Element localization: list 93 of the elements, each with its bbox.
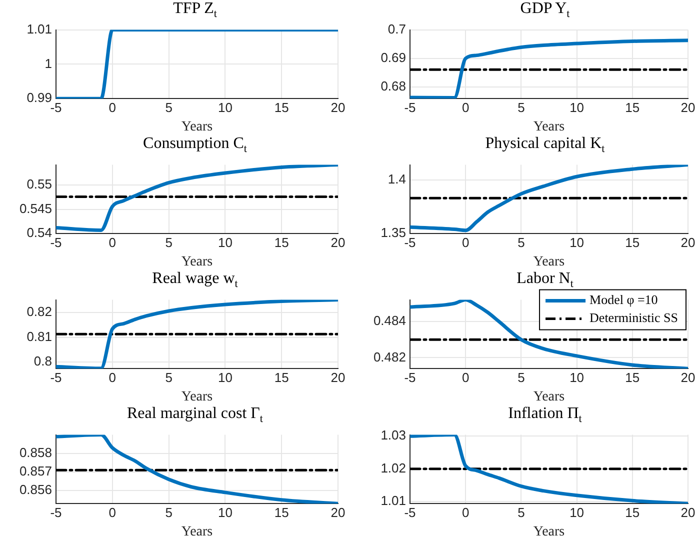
- x-tick-label: 15: [625, 504, 640, 520]
- x-axis-title: Years: [533, 119, 565, 134]
- x-tick-label: 20: [680, 370, 696, 385]
- y-tick-label: 0.68: [380, 78, 406, 94]
- x-tick-label: 5: [165, 370, 172, 385]
- x-tick-label: 5: [165, 504, 172, 520]
- x-axis-title: Years: [533, 524, 565, 540]
- x-tick-label: -5: [404, 504, 416, 520]
- x-tick-label: 5: [518, 100, 525, 115]
- x-tick-label: 20: [330, 370, 346, 385]
- x-tick-label: 0: [108, 100, 116, 115]
- x-tick-label: 10: [570, 504, 584, 520]
- x-tick-label: 20: [330, 234, 346, 250]
- y-tick-label: 0.54: [26, 225, 52, 240]
- chart-title: GDP Y$_{t}$: [519, 0, 571, 20]
- y-tick-label: 1.01: [380, 493, 406, 508]
- x-tick-label: 10: [218, 504, 232, 520]
- x-tick-label: 5: [518, 504, 525, 520]
- y-tick-label: 0.69: [380, 50, 406, 66]
- y-tick-label: 1.03: [380, 428, 406, 443]
- x-axis-title: Years: [181, 254, 213, 270]
- x-tick-label: 5: [165, 100, 172, 115]
- x-tick-label: -5: [404, 100, 416, 115]
- x-tick-label: -5: [50, 504, 62, 520]
- chart-title: TFP Z$_{t}$: [172, 0, 218, 20]
- x-tick-label: 15: [274, 100, 289, 115]
- x-tick-label: -5: [404, 370, 416, 385]
- y-tick-label: 1.35: [380, 225, 406, 240]
- x-tick-label: 20: [330, 504, 346, 520]
- line-series: [56, 164, 338, 232]
- y-tick-label: 0.545: [19, 200, 52, 216]
- x-tick-label: 5: [165, 234, 172, 250]
- x-tick-label: 15: [274, 234, 289, 250]
- x-tick-label: -5: [50, 234, 62, 250]
- x-axis-title: Years: [533, 389, 565, 404]
- x-tick-label: 0: [108, 504, 116, 520]
- y-tick-label: 0.484: [373, 313, 406, 328]
- x-tick-label: 0: [462, 100, 470, 115]
- x-axis-title: Years: [533, 254, 565, 270]
- x-tick-label: 20: [330, 100, 346, 115]
- x-tick-label: 5: [518, 370, 525, 385]
- y-tick-label: 0.8: [34, 354, 52, 369]
- y-tick-label: 0.81: [26, 328, 52, 344]
- y-tick-label: 0.82: [26, 304, 52, 320]
- x-tick-label: 0: [462, 234, 470, 250]
- legend-label: Deterministic SS: [590, 310, 678, 326]
- y-tick-label: 0.482: [373, 349, 406, 364]
- y-tick-label: 1.02: [380, 460, 406, 476]
- chart-title: Physical capital K$_{t}$: [484, 135, 606, 156]
- x-tick-label: 0: [108, 234, 116, 250]
- x-tick-label: 0: [462, 370, 470, 385]
- y-tick-label: 0.858: [19, 444, 52, 460]
- line-series: [410, 164, 688, 232]
- x-tick-label: 10: [218, 370, 232, 385]
- y-tick-label: 0.99: [26, 90, 52, 106]
- x-axis-title: Years: [181, 524, 213, 540]
- line-series: [56, 434, 338, 504]
- y-tick-label: 0.856: [19, 482, 52, 498]
- chart-title: Labor N$_{t}$: [516, 270, 574, 290]
- x-tick-label: 0: [462, 504, 470, 520]
- x-tick-label: 0: [108, 370, 116, 385]
- chart-title: Consumption C$_{t}$: [142, 135, 248, 156]
- x-tick-label: 15: [625, 234, 640, 250]
- x-tick-label: 10: [218, 234, 232, 250]
- x-axis-title: Years: [181, 389, 213, 404]
- line-series: [56, 300, 338, 369]
- x-tick-label: 15: [625, 370, 640, 385]
- chart-title: Real wage w$_{t}$: [151, 270, 239, 290]
- chart-title: Real marginal cost Γ$_{t}$: [126, 405, 264, 426]
- x-tick-label: 20: [680, 234, 696, 250]
- x-tick-label: 15: [274, 504, 289, 520]
- x-tick-label: 15: [274, 370, 289, 385]
- line-series: [410, 434, 688, 504]
- x-tick-label: 10: [218, 100, 232, 115]
- x-tick-label: -5: [50, 370, 62, 385]
- x-tick-label: 10: [570, 100, 584, 115]
- x-tick-label: -5: [404, 234, 416, 250]
- y-tick-label: 1.4: [388, 171, 406, 186]
- x-tick-label: 15: [625, 100, 640, 115]
- x-tick-label: 10: [570, 234, 584, 250]
- x-tick-label: 10: [570, 370, 584, 385]
- y-tick-label: 1: [44, 56, 52, 71]
- x-axis-title: Years: [181, 119, 213, 134]
- y-tick-label: 0.857: [19, 464, 52, 479]
- x-tick-label: 20: [680, 100, 696, 115]
- legend-label: Model φ =10: [590, 292, 658, 308]
- y-tick-label: 0.7: [388, 21, 406, 36]
- x-tick-label: -5: [50, 100, 62, 115]
- x-tick-label: 20: [680, 504, 696, 520]
- y-tick-label: 1.01: [26, 21, 52, 36]
- chart-title: Inflation Π$_{t}$: [507, 405, 583, 426]
- x-tick-label: 5: [518, 234, 525, 250]
- y-tick-label: 0.55: [26, 176, 52, 192]
